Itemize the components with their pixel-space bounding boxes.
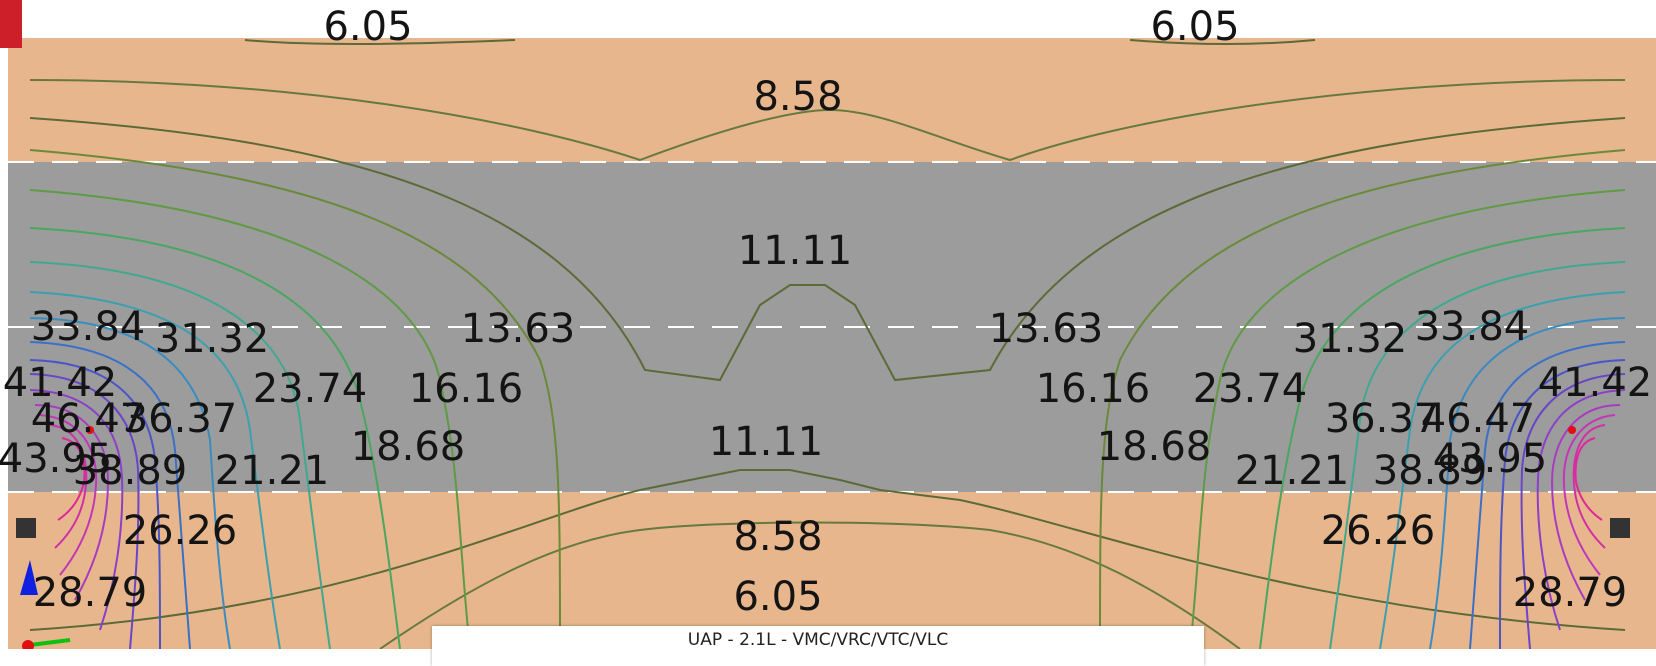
contour-label: 13.63 xyxy=(461,306,576,352)
contour-label: 33.84 xyxy=(1415,304,1530,350)
contour-line-3132-right xyxy=(1499,359,1626,649)
contour-label: 11.11 xyxy=(709,419,824,465)
contour-line-3384-left xyxy=(29,373,140,649)
caption-text: UAP - 2.1L - VMC/VRC/VTC/VLC xyxy=(687,630,949,650)
contour-line-858-bottom xyxy=(379,521,1241,649)
contour-line-4647-right xyxy=(1574,437,1603,521)
contour-line-1616-right xyxy=(1189,189,1626,649)
contour-label: 28.79 xyxy=(33,570,148,616)
contour-line-4142-left xyxy=(39,414,98,576)
contour-label: 8.58 xyxy=(753,74,842,120)
contour-line-3637-right xyxy=(1536,389,1626,631)
contour-label: 26.26 xyxy=(1321,508,1436,554)
contour-line-4395-right xyxy=(1572,424,1606,549)
contour-label: 36.37 xyxy=(123,396,238,442)
axis-z-arrow xyxy=(20,560,38,595)
contour-line-605-top-left xyxy=(244,39,516,45)
support-node-left xyxy=(16,518,36,538)
contour-line-1363-right xyxy=(1099,149,1626,649)
axis-y-line xyxy=(29,638,71,647)
contour-line-2374-right xyxy=(1379,291,1626,649)
contour-line-3132-left xyxy=(29,359,161,649)
contour-label: 41.42 xyxy=(1538,360,1653,406)
contour-line-2626-right xyxy=(1429,317,1626,649)
contour-line-4647-left xyxy=(57,437,86,521)
contour-line-1111-bottom xyxy=(29,469,1626,631)
support-node-right xyxy=(1610,518,1630,538)
contour-label: 31.32 xyxy=(155,316,270,362)
contour-label: 41.42 xyxy=(3,360,118,406)
axis-triad xyxy=(20,560,71,649)
contour-label: 26.26 xyxy=(123,508,238,554)
contour-label: 46.47 xyxy=(1421,396,1536,442)
contour-labels: 6.05 6.05 8.58 11.11 33.84 31.32 13.63 1… xyxy=(0,4,1652,620)
contour-label: 38.89 xyxy=(73,448,188,494)
contour-line-3637-left xyxy=(29,389,124,631)
contour-label: 18.68 xyxy=(1097,424,1212,470)
contour-label: 16.16 xyxy=(1036,366,1151,412)
contour-label: 31.32 xyxy=(1293,316,1408,362)
slab-bottom-region xyxy=(8,492,1656,649)
contour-line-2626-left xyxy=(29,317,231,649)
contour-label: 6.05 xyxy=(323,4,412,50)
contour-lines xyxy=(29,39,1626,649)
contour-label: 33.84 xyxy=(31,304,146,350)
contour-line-605-top-right xyxy=(1129,39,1316,45)
contour-label: 6.05 xyxy=(1150,4,1239,50)
contour-line-3889-left xyxy=(34,404,110,601)
corner-badge xyxy=(0,0,22,48)
contour-label: 28.79 xyxy=(1513,570,1628,616)
max-marker-left xyxy=(86,426,94,434)
contour-line-1363-left xyxy=(29,149,561,649)
contour-line-3889-right xyxy=(1550,404,1621,601)
contour-label: 6.05 xyxy=(733,574,822,620)
contour-line-4142-right xyxy=(1562,414,1616,576)
contour-label: 21.21 xyxy=(215,448,330,494)
contour-line-2374-left xyxy=(29,291,281,649)
contour-line-2121-left xyxy=(29,261,331,649)
contour-line-3384-right xyxy=(1520,373,1626,649)
contour-label: 43.95 xyxy=(0,436,112,482)
contour-label: 16.16 xyxy=(409,366,524,412)
contour-label: 46.47 xyxy=(31,396,146,442)
contour-line-1111-top xyxy=(29,117,1626,382)
contour-label: 21.21 xyxy=(1235,448,1350,494)
contour-line-1868-right xyxy=(1259,227,1626,649)
slab-top-region xyxy=(8,38,1656,162)
contour-line-4395-left xyxy=(49,424,88,549)
contour-label: 36.37 xyxy=(1325,396,1440,442)
contour-plot: 6.05 6.05 8.58 11.11 33.84 31.32 13.63 1… xyxy=(0,4,1656,649)
contour-label: 23.74 xyxy=(1193,366,1308,412)
contour-label: 43.95 xyxy=(1433,436,1548,482)
contour-line-2121-right xyxy=(1329,261,1626,649)
contour-label: 13.63 xyxy=(989,306,1104,352)
contour-line-1868-left xyxy=(29,227,401,649)
grid-lines xyxy=(8,161,1656,493)
contour-label: 38.89 xyxy=(1373,448,1488,494)
axis-origin xyxy=(22,640,34,649)
caption-box: UAP - 2.1L - VMC/VRC/VTC/VLC xyxy=(432,626,1204,666)
contour-line-858-top xyxy=(29,79,1626,162)
contour-label: 8.58 xyxy=(733,514,822,560)
contour-line-1616-left xyxy=(29,189,471,649)
contour-label: 23.74 xyxy=(253,366,368,412)
contour-label: 18.68 xyxy=(351,424,466,470)
contour-label: 11.11 xyxy=(738,228,853,274)
max-marker-right xyxy=(1568,426,1576,434)
contour-line-2879-left xyxy=(29,341,191,649)
contour-line-2879-right xyxy=(1469,341,1626,649)
